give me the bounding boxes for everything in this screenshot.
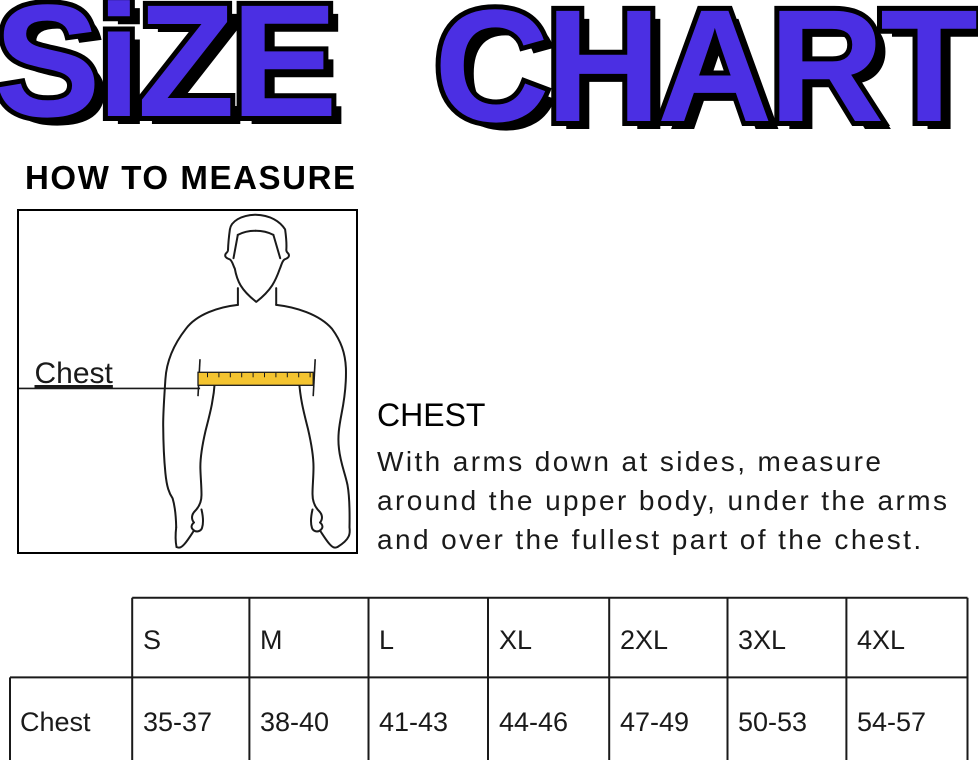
svg-text:44-46: 44-46 bbox=[499, 707, 568, 737]
svg-text:L: L bbox=[379, 625, 394, 655]
svg-text:41-43: 41-43 bbox=[379, 707, 448, 737]
svg-text:XL: XL bbox=[499, 625, 532, 655]
svg-text:M: M bbox=[260, 625, 283, 655]
svg-text:50-53: 50-53 bbox=[738, 707, 807, 737]
svg-text:3XL: 3XL bbox=[738, 625, 786, 655]
svg-text:2XL: 2XL bbox=[620, 625, 668, 655]
svg-text:35-37: 35-37 bbox=[143, 707, 212, 737]
svg-text:CHART: CHART bbox=[434, 0, 977, 140]
svg-text:47-49: 47-49 bbox=[620, 707, 689, 737]
svg-text:4XL: 4XL bbox=[857, 625, 905, 655]
svg-text:Chest: Chest bbox=[20, 707, 91, 737]
svg-text:SiZE: SiZE bbox=[0, 0, 334, 140]
svg-text:Chest: Chest bbox=[35, 357, 114, 390]
svg-text:54-57: 54-57 bbox=[857, 707, 926, 737]
svg-text:S: S bbox=[143, 625, 161, 655]
svg-text:38-40: 38-40 bbox=[260, 707, 329, 737]
